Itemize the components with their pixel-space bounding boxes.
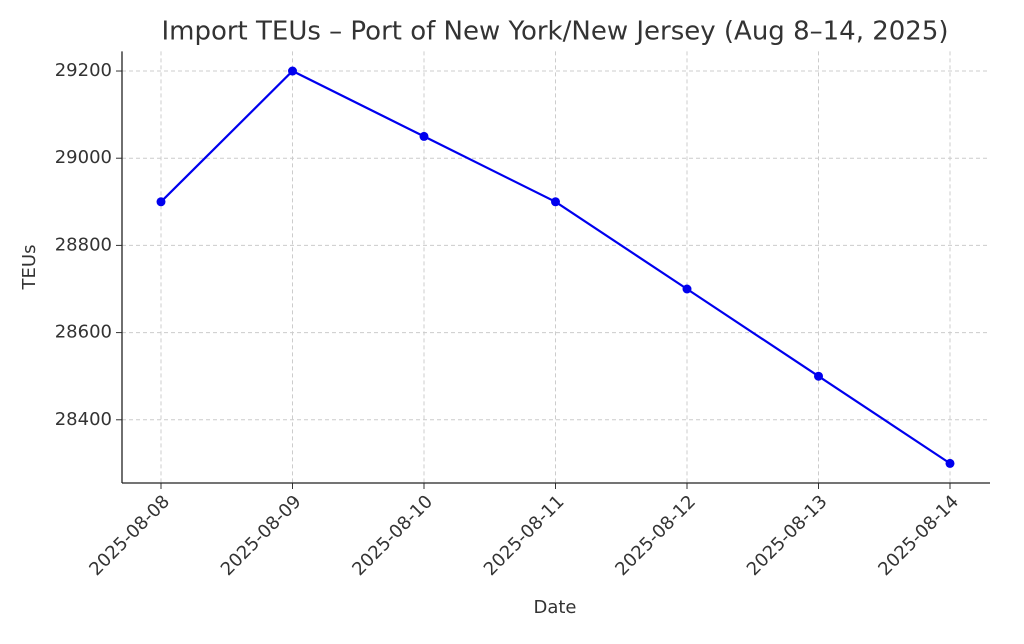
y-tick-label: 28600 [55, 322, 112, 343]
y-tick-label: 29000 [55, 147, 112, 168]
data-point [945, 458, 955, 468]
y-tick-label: 29200 [55, 60, 112, 81]
data-point [551, 197, 560, 207]
y-tick-label: 28400 [55, 409, 112, 430]
data-point [156, 197, 166, 207]
chart-title: Import TEUs – Port of New York/New Jerse… [161, 17, 948, 47]
data-point [682, 284, 692, 294]
y-tick-label: 28800 [55, 234, 112, 255]
y-axis-label: TEUs [19, 245, 40, 291]
x-axis-label: Date [533, 597, 576, 618]
data-point [419, 131, 429, 141]
data-point [814, 371, 823, 381]
data-point [288, 66, 297, 76]
